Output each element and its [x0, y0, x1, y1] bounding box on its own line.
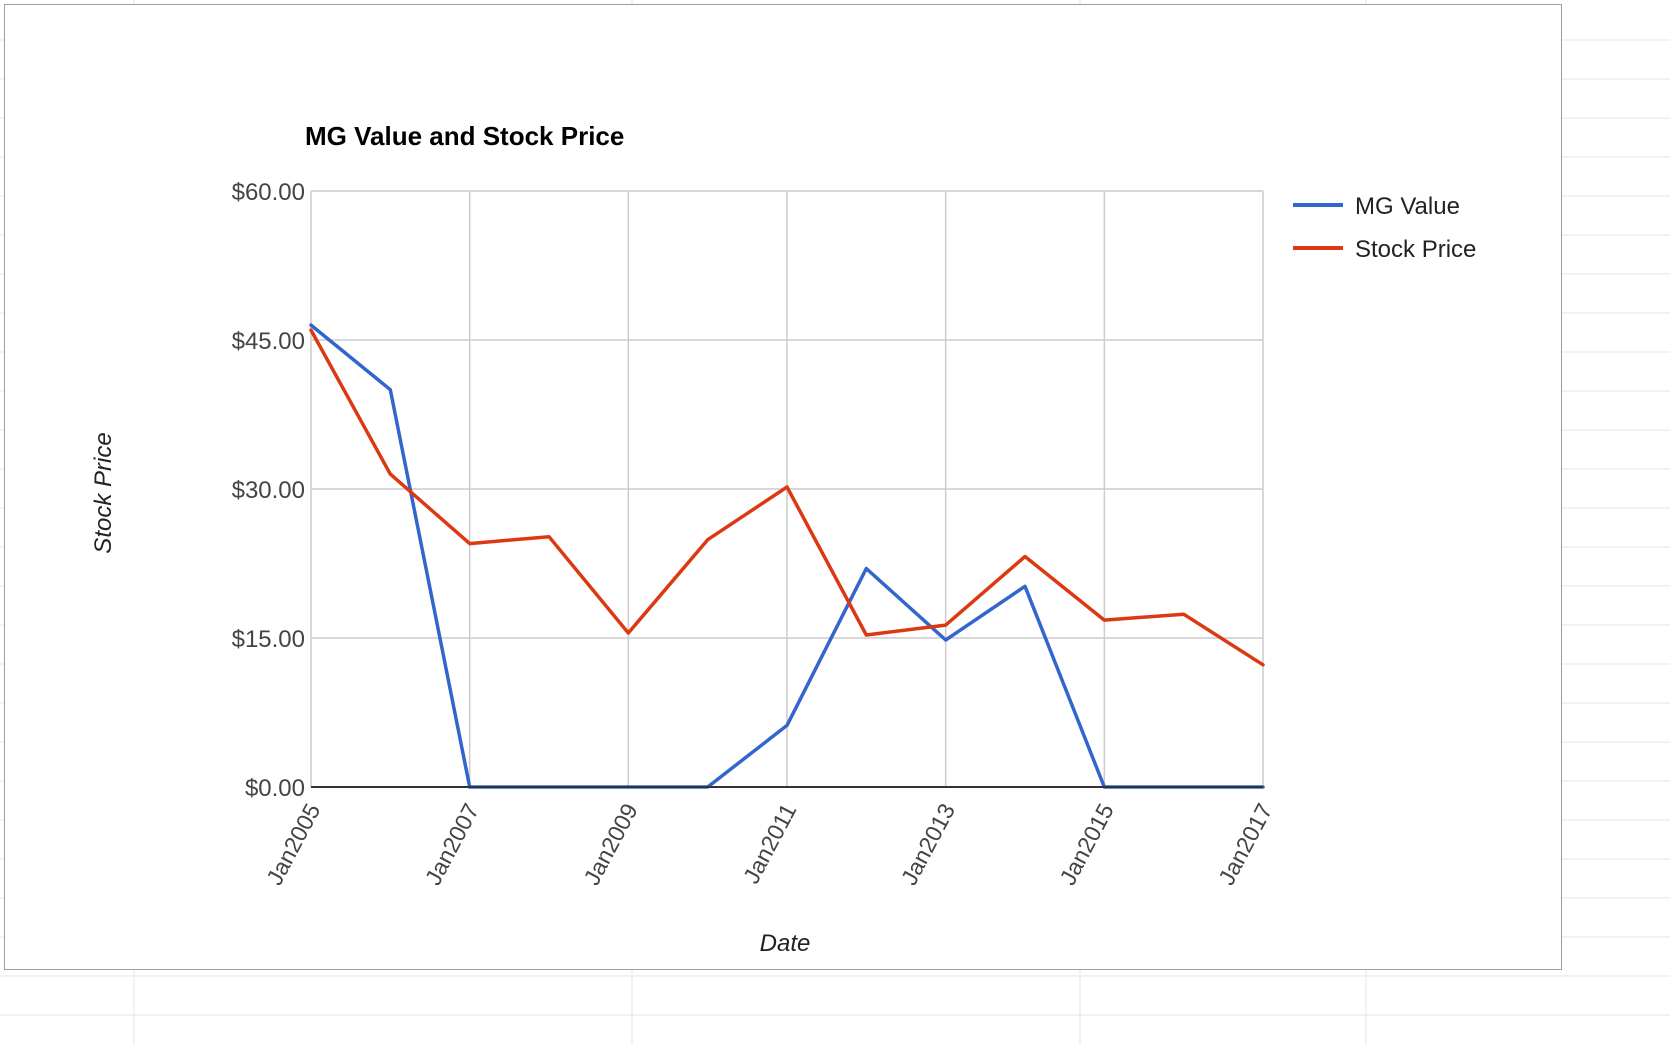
x-tick-label: Jan2017	[1213, 799, 1277, 889]
y-tick-label: $0.00	[245, 775, 305, 802]
x-tick-label: Jan2009	[578, 799, 642, 889]
series-line-stock-price	[309, 328, 1265, 667]
y-tick-label: $15.00	[232, 626, 305, 653]
line-chart: $0.00 $15.00 $30.00 $45.00 $60.00 Jan2005 Jan2…	[90, 121, 1476, 957]
y-tick-label: $30.00	[232, 477, 305, 504]
x-axis-title: Date	[760, 930, 811, 957]
legend-label: Stock Price	[1355, 236, 1476, 263]
x-tick-label: Jan2015	[1054, 799, 1118, 889]
x-tick-label: Jan2011	[738, 799, 802, 888]
gridlines	[310, 190, 1264, 787]
x-tick-label: Jan2013	[896, 799, 960, 889]
y-tick-label: $45.00	[232, 328, 305, 355]
chart-container[interactable]: $0.00 $15.00 $30.00 $45.00 $60.00 Jan2005 Jan2…	[4, 4, 1562, 970]
chart-title: MG Value and Stock Price	[305, 121, 624, 151]
legend: MG Value Stock Price	[1293, 193, 1476, 263]
x-tick-label: Jan2005	[261, 799, 325, 889]
y-tick-label: $60.00	[232, 179, 305, 206]
y-axis-title: Stock Price	[90, 432, 117, 553]
legend-label: MG Value	[1355, 193, 1460, 220]
tick-labels: $0.00 $15.00 $30.00 $45.00 $60.00 Jan2005 Jan2…	[232, 179, 1278, 889]
x-tick-label: Jan2007	[420, 799, 484, 889]
